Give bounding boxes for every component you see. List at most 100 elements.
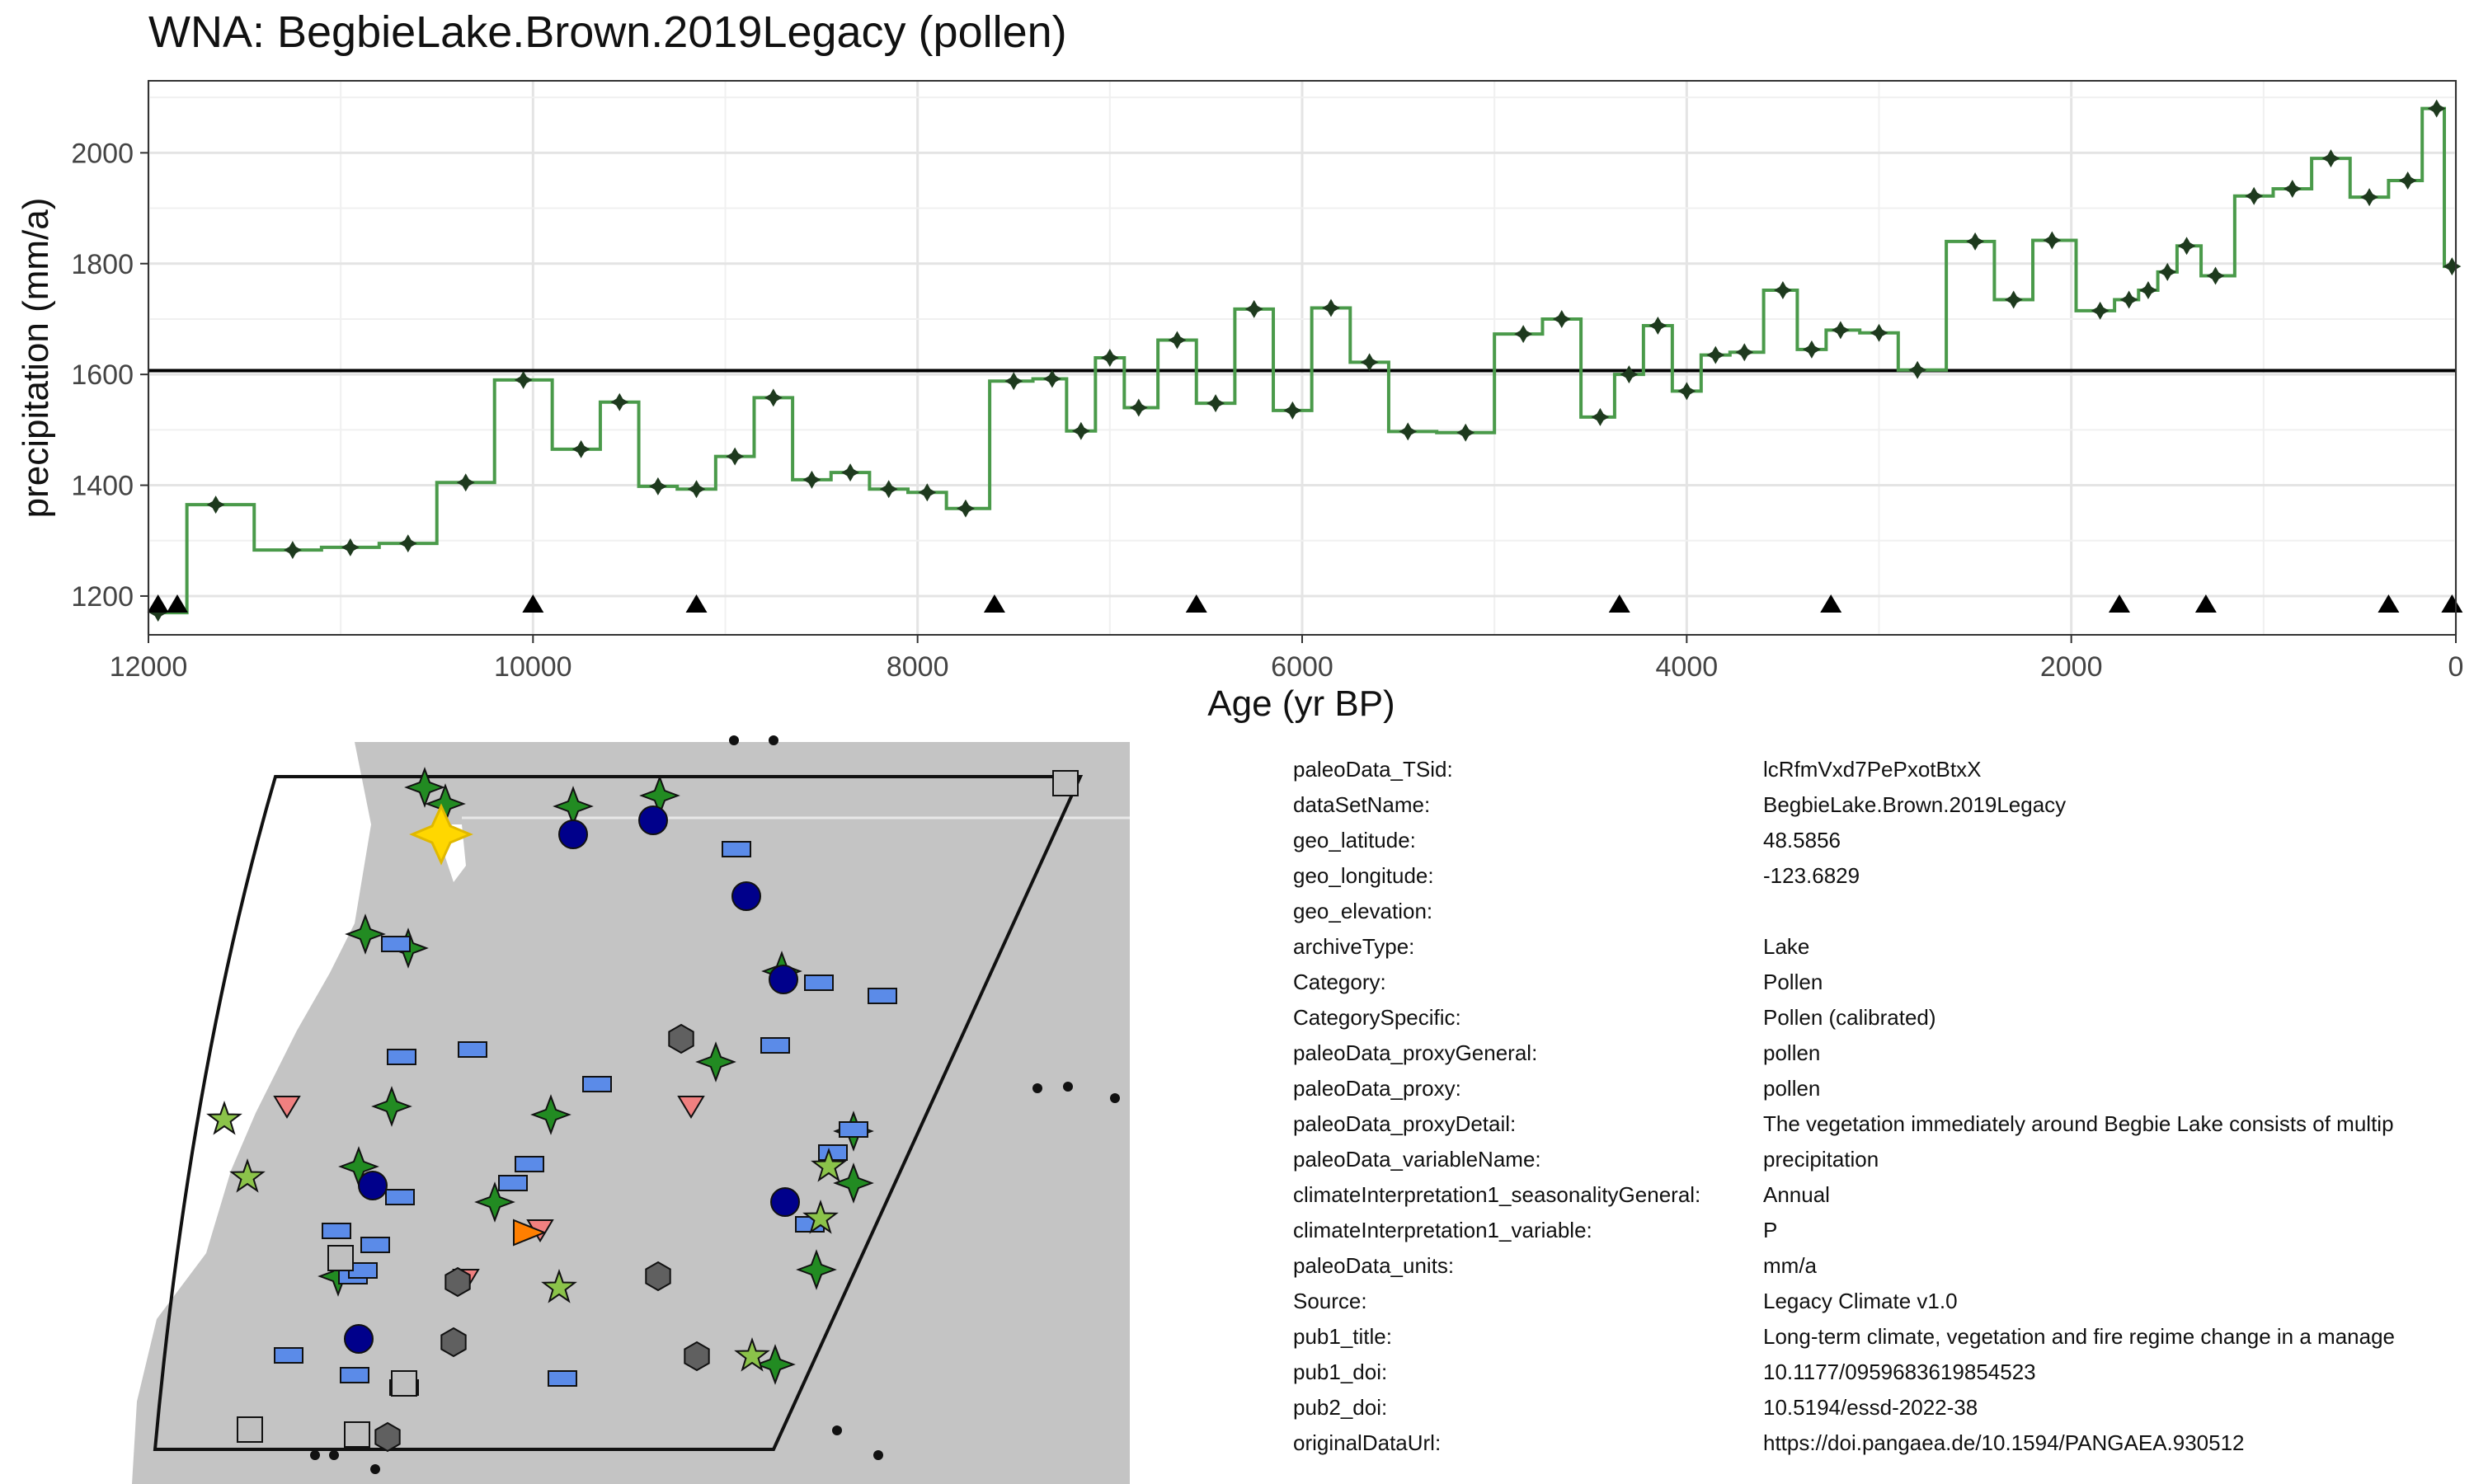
site-hexagon-icon bbox=[645, 1261, 671, 1292]
site-circle-icon bbox=[770, 1187, 800, 1217]
age-marker bbox=[1608, 594, 1630, 613]
site-tri-down-icon bbox=[273, 1096, 301, 1119]
series-step-line bbox=[158, 106, 2456, 615]
x-tick-label: 10000 bbox=[494, 651, 572, 683]
offmap-site-dot-icon bbox=[729, 735, 739, 745]
site-hexagon-icon bbox=[684, 1341, 710, 1372]
site-circle-icon bbox=[344, 1324, 374, 1354]
data-point bbox=[648, 477, 667, 495]
site-rect-icon bbox=[322, 1223, 351, 1239]
site-rect-icon bbox=[868, 988, 897, 1004]
metadata-value: Annual bbox=[1763, 1182, 1830, 1207]
site-star4-icon bbox=[474, 1181, 515, 1223]
site-rect-icon bbox=[360, 1237, 390, 1253]
metadata-value: BegbieLake.Brown.2019Legacy bbox=[1763, 792, 2067, 817]
grid-lines bbox=[147, 81, 2458, 635]
data-point bbox=[1831, 321, 1850, 340]
offmap-site-dot-icon bbox=[832, 1425, 842, 1435]
x-tick-label: 8000 bbox=[887, 651, 949, 683]
data-point bbox=[1966, 232, 1985, 251]
age-marker bbox=[2194, 594, 2217, 613]
data-point bbox=[956, 499, 975, 518]
metadata-key: paleoData_units: bbox=[1293, 1253, 1455, 1278]
site-rect-icon bbox=[818, 1144, 848, 1161]
site-square-icon bbox=[1052, 770, 1079, 796]
metadata-key: geo_elevation: bbox=[1293, 899, 1433, 923]
precipitation-chart: 12000 10000 8000 6000 4000 2000 0 1200 1400 1600… bbox=[16, 80, 2463, 724]
offmap-site-dot-icon bbox=[370, 1464, 380, 1474]
offmap-site-dot-icon bbox=[769, 735, 778, 745]
y-tick-label: 1400 bbox=[71, 471, 134, 502]
site-circle-icon bbox=[769, 965, 798, 994]
site-circle-icon bbox=[558, 819, 588, 849]
site-square-icon bbox=[237, 1416, 263, 1443]
site-rect-icon bbox=[722, 841, 751, 857]
site-hexagon-icon bbox=[374, 1421, 401, 1453]
metadata-value: Legacy Climate v1.0 bbox=[1763, 1289, 1958, 1313]
site-circle-icon bbox=[731, 881, 761, 911]
site-rect-icon bbox=[760, 1037, 790, 1054]
metadata-key: originalDataUrl: bbox=[1293, 1430, 1442, 1455]
data-point bbox=[1706, 345, 1725, 364]
y-axis-ticks: 1200 1400 1600 1800 2000 bbox=[71, 138, 148, 613]
site-star4-icon bbox=[404, 767, 445, 808]
x-tick-label: 2000 bbox=[2040, 651, 2103, 683]
data-point bbox=[206, 495, 225, 514]
x-axis-label: Age (yr BP) bbox=[1207, 683, 1395, 724]
age-marker bbox=[147, 594, 169, 613]
data-point bbox=[687, 480, 706, 499]
y-tick-label: 1600 bbox=[71, 359, 134, 391]
data-point bbox=[2245, 186, 2264, 205]
age-marker bbox=[2108, 594, 2130, 613]
site-tri-right-icon bbox=[513, 1219, 547, 1247]
metadata-value: lcRfmVxd7PePxotBtxX bbox=[1763, 757, 1982, 782]
metadata-value: Lake bbox=[1763, 934, 1810, 959]
site-rect-icon bbox=[458, 1041, 487, 1058]
data-point bbox=[148, 603, 167, 622]
site-rect-icon bbox=[839, 1121, 868, 1138]
data-point bbox=[1399, 422, 1418, 441]
site-circle-icon bbox=[638, 805, 668, 835]
metadata-value: 10.1177/0959683619854523 bbox=[1763, 1360, 2036, 1384]
offmap-site-dot-icon bbox=[1110, 1093, 1120, 1103]
metadata-value: 48.5856 bbox=[1763, 828, 1841, 852]
metadata-key: climateInterpretation1_variable: bbox=[1293, 1218, 1592, 1242]
data-point bbox=[1321, 298, 1340, 317]
metadata-key: pub2_doi: bbox=[1293, 1395, 1388, 1420]
data-point bbox=[2158, 262, 2177, 281]
site-star5-icon bbox=[206, 1100, 242, 1135]
data-point bbox=[571, 439, 590, 458]
site-star4-icon bbox=[755, 1344, 796, 1385]
data-point bbox=[1620, 365, 1639, 384]
site-star5-icon bbox=[541, 1268, 577, 1303]
site-star4-icon bbox=[530, 1094, 571, 1135]
site-map bbox=[132, 735, 1130, 1484]
site-rect-icon bbox=[340, 1367, 369, 1383]
data-point bbox=[802, 470, 821, 489]
metadata-key: paleoData_proxyDetail: bbox=[1293, 1111, 1517, 1136]
data-point bbox=[2427, 99, 2446, 118]
metadata-key: archiveType: bbox=[1293, 934, 1415, 959]
site-tri-down-icon bbox=[677, 1096, 705, 1119]
data-point bbox=[398, 534, 417, 553]
metadata-value: precipitation bbox=[1763, 1147, 1879, 1172]
y-axis-label: precipitation (mm/a) bbox=[16, 198, 56, 519]
metadata-key: pub1_doi: bbox=[1293, 1360, 1388, 1384]
metadata-key: geo_latitude: bbox=[1293, 828, 1416, 852]
site-square-icon bbox=[327, 1245, 354, 1271]
highlight-star-icon bbox=[409, 803, 473, 866]
data-point bbox=[918, 483, 937, 502]
data-point bbox=[879, 480, 898, 499]
site-star4-icon bbox=[796, 1249, 837, 1290]
data-point bbox=[1004, 372, 1023, 391]
data-point bbox=[1870, 323, 1888, 342]
data-point bbox=[1735, 343, 1754, 362]
data-point bbox=[1168, 331, 1187, 350]
data-point bbox=[2283, 180, 2302, 199]
offmap-site-dot-icon bbox=[1063, 1082, 1073, 1092]
data-point bbox=[514, 370, 533, 389]
site-rect-icon bbox=[515, 1156, 544, 1172]
site-rect-icon bbox=[582, 1076, 612, 1092]
site-star4-icon bbox=[695, 1041, 736, 1082]
offmap-site-dot-icon bbox=[873, 1450, 883, 1460]
